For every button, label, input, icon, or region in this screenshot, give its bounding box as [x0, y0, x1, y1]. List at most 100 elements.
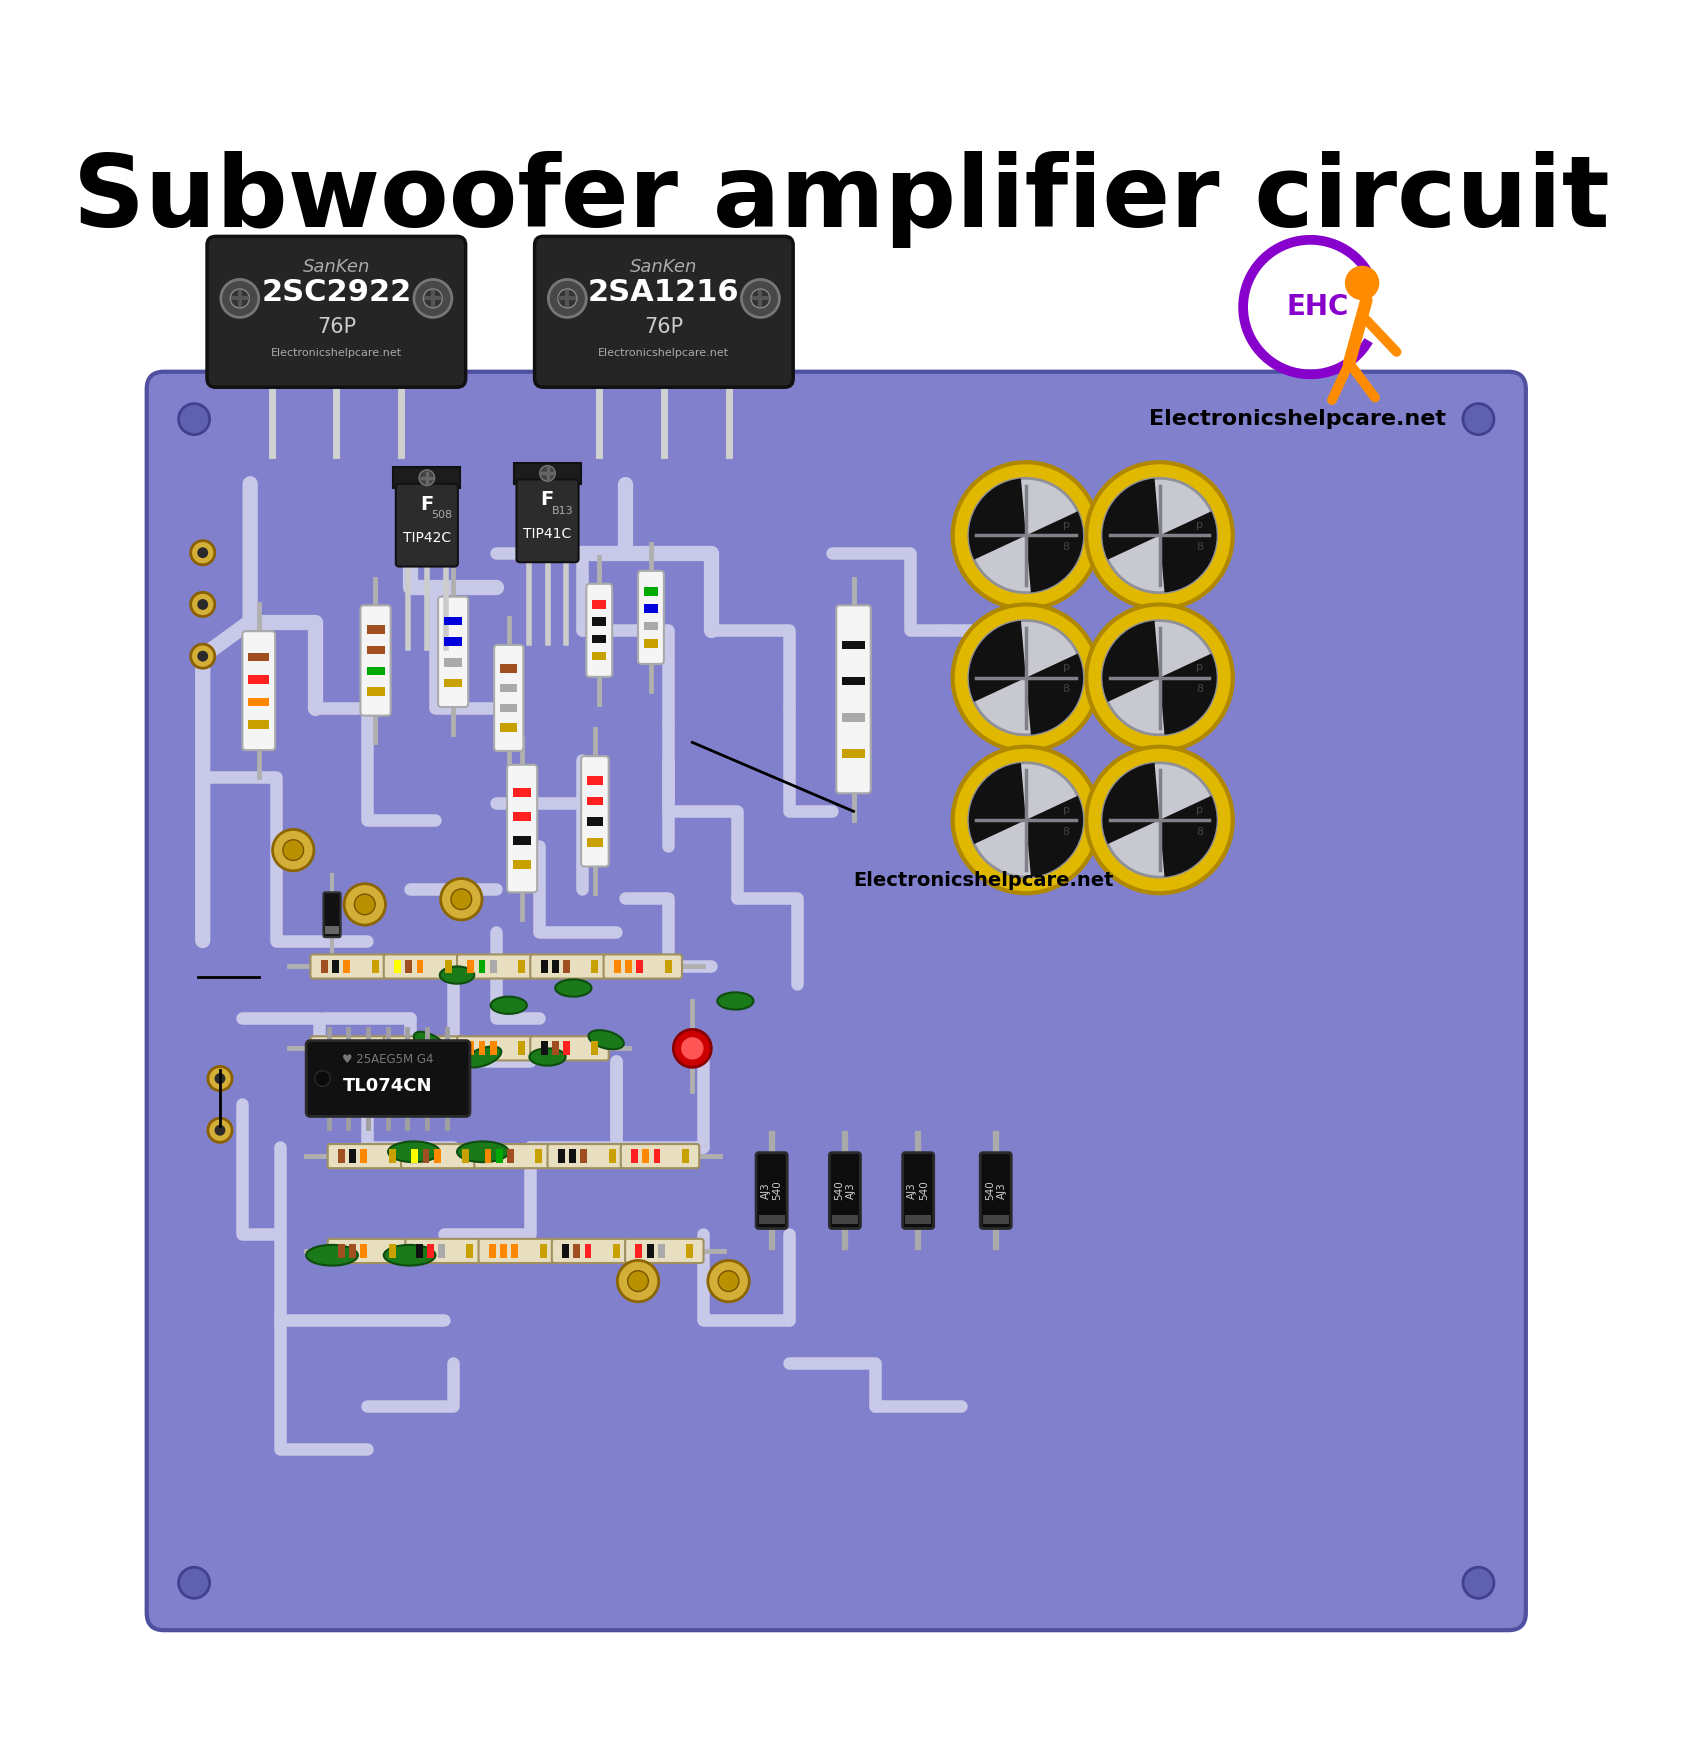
Bar	[664, 960, 671, 974]
FancyBboxPatch shape	[474, 1145, 552, 1168]
Circle shape	[718, 1270, 738, 1291]
Bar	[249, 697, 269, 706]
Bar	[653, 1148, 659, 1162]
Text: 8: 8	[1061, 542, 1070, 552]
Ellipse shape	[717, 993, 754, 1009]
FancyBboxPatch shape	[902, 1152, 934, 1228]
Bar	[463, 1148, 469, 1162]
Circle shape	[1102, 621, 1216, 736]
Bar	[444, 679, 463, 688]
FancyBboxPatch shape	[146, 372, 1526, 1630]
FancyBboxPatch shape	[547, 1145, 626, 1168]
Ellipse shape	[530, 1048, 565, 1065]
FancyBboxPatch shape	[400, 1145, 479, 1168]
Bar	[367, 688, 385, 695]
Text: p: p	[1061, 804, 1070, 815]
Bar	[644, 587, 658, 596]
Bar	[325, 926, 338, 933]
Bar	[427, 1244, 434, 1258]
Bar	[506, 1148, 513, 1162]
Wedge shape	[1102, 764, 1159, 845]
Wedge shape	[1102, 621, 1159, 702]
Circle shape	[548, 279, 585, 318]
Circle shape	[424, 289, 442, 309]
Bar	[500, 684, 516, 691]
Bar	[612, 1244, 619, 1258]
Bar	[759, 1215, 784, 1224]
Bar	[636, 1244, 643, 1258]
Circle shape	[969, 478, 1083, 593]
FancyBboxPatch shape	[360, 605, 390, 716]
Bar	[415, 1041, 424, 1055]
Ellipse shape	[414, 1032, 447, 1057]
Bar	[574, 1244, 580, 1258]
FancyBboxPatch shape	[513, 464, 580, 483]
Bar	[444, 637, 463, 646]
Bar	[484, 1148, 491, 1162]
FancyBboxPatch shape	[495, 646, 523, 751]
Circle shape	[441, 878, 481, 921]
Circle shape	[969, 621, 1083, 736]
Text: 2SA1216: 2SA1216	[587, 279, 740, 307]
Bar	[500, 704, 516, 713]
Text: 8: 8	[1061, 684, 1070, 695]
FancyBboxPatch shape	[383, 954, 463, 979]
Bar	[444, 616, 463, 624]
Bar	[394, 1041, 400, 1055]
Circle shape	[627, 1270, 648, 1291]
Ellipse shape	[306, 1245, 358, 1265]
Bar	[360, 1244, 367, 1258]
Ellipse shape	[458, 1141, 508, 1162]
FancyBboxPatch shape	[624, 1238, 703, 1263]
Bar	[511, 1244, 518, 1258]
FancyBboxPatch shape	[328, 1145, 405, 1168]
FancyBboxPatch shape	[506, 766, 537, 893]
Bar	[631, 1148, 637, 1162]
FancyBboxPatch shape	[395, 483, 458, 566]
FancyBboxPatch shape	[306, 1041, 469, 1117]
FancyBboxPatch shape	[604, 954, 681, 979]
Wedge shape	[1102, 478, 1159, 559]
Circle shape	[1462, 404, 1494, 434]
Bar	[592, 617, 606, 626]
Circle shape	[540, 466, 555, 482]
Circle shape	[220, 279, 259, 318]
Bar	[478, 960, 484, 974]
Circle shape	[190, 540, 215, 564]
Bar	[587, 838, 602, 847]
Circle shape	[355, 894, 375, 916]
Circle shape	[230, 289, 249, 309]
Bar	[372, 1041, 378, 1055]
Bar	[500, 663, 516, 672]
Text: 8: 8	[1196, 684, 1203, 695]
Wedge shape	[969, 621, 1026, 702]
Circle shape	[190, 644, 215, 669]
Wedge shape	[969, 764, 1026, 845]
Bar	[518, 1041, 525, 1055]
Bar	[394, 960, 400, 974]
Bar	[489, 1041, 496, 1055]
Circle shape	[197, 651, 209, 662]
Wedge shape	[1026, 653, 1083, 734]
Circle shape	[1085, 605, 1231, 751]
Wedge shape	[1159, 796, 1216, 877]
Circle shape	[209, 1067, 232, 1090]
Bar	[249, 653, 269, 662]
Wedge shape	[1026, 796, 1083, 877]
Bar	[422, 1148, 429, 1162]
Text: p: p	[1061, 520, 1070, 531]
Circle shape	[1102, 762, 1216, 877]
Bar	[552, 960, 558, 974]
Bar	[444, 1041, 451, 1055]
Bar	[540, 960, 547, 974]
Ellipse shape	[383, 1245, 436, 1265]
Circle shape	[673, 1030, 711, 1067]
Bar	[410, 1148, 417, 1162]
Bar	[841, 713, 865, 721]
Circle shape	[451, 889, 471, 910]
FancyBboxPatch shape	[207, 236, 466, 388]
FancyBboxPatch shape	[323, 893, 340, 937]
Ellipse shape	[555, 979, 590, 997]
Bar	[415, 960, 424, 974]
Bar	[644, 639, 658, 647]
